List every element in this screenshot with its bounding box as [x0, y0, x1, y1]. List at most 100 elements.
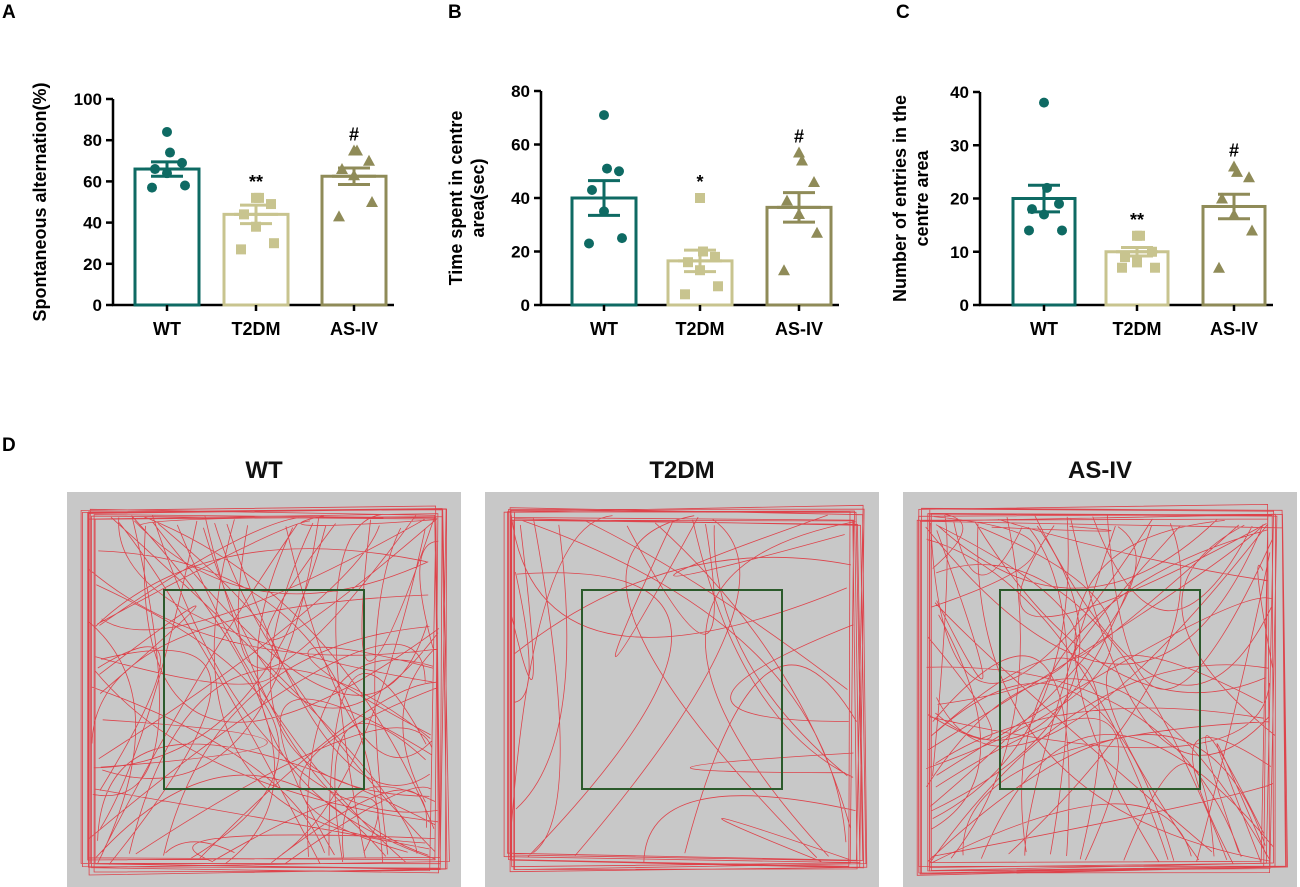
arena-wt: WT [67, 457, 461, 887]
panel-letter: A [2, 2, 16, 23]
y-tick-label: 0 [521, 296, 530, 315]
data-point [236, 244, 246, 255]
panel-letter: D [2, 435, 16, 456]
data-point [695, 193, 705, 203]
category-label: AS-IV [330, 319, 378, 339]
open-field-panel: D WT T2DM AS-IV [2, 435, 1297, 887]
movement-track [80, 505, 450, 876]
bar-as-iv [320, 174, 388, 307]
data-point [333, 210, 345, 222]
centre-zone [581, 589, 783, 790]
data-point [1132, 257, 1142, 268]
category-label: T2DM [232, 319, 281, 339]
data-point [251, 221, 261, 232]
y-tick-label: 0 [93, 296, 102, 315]
y-tick-label: 40 [511, 189, 530, 208]
significance-marker: ** [249, 172, 263, 192]
data-point [254, 192, 264, 203]
y-axis-label-line: Time spent in centre [446, 111, 466, 286]
data-point [366, 196, 378, 207]
data-point [680, 289, 690, 300]
arena-floor [67, 492, 461, 887]
y-axis-label: Spontaneous alternation(%) [30, 82, 50, 321]
significance-marker: * [696, 172, 703, 192]
y-tick-label: 20 [950, 190, 969, 209]
data-point [363, 154, 375, 166]
data-point [165, 147, 175, 158]
category-label: AS-IV [1210, 319, 1258, 339]
arena-t2dm: T2DM [485, 457, 879, 887]
chart-c: C Number of entries in the centre area 0 10 2… [890, 2, 1273, 339]
data-point [351, 144, 363, 156]
y-axis-label-line: Spontaneous alternation(%) [30, 82, 50, 321]
data-point [269, 238, 279, 249]
y-axis-label-line: Number of entries in the [890, 95, 910, 302]
data-point [1135, 230, 1145, 241]
data-point [147, 182, 157, 193]
movement-track [916, 503, 1288, 876]
data-point [1246, 224, 1258, 236]
y-axis-label: Number of entries in the centre area [890, 95, 932, 302]
data-point [614, 166, 624, 177]
arena-floor [485, 492, 879, 887]
data-point [1054, 198, 1064, 209]
y-tick-label: 60 [511, 136, 530, 155]
centre-zone [999, 589, 1201, 790]
category-label: T2DM [1113, 319, 1162, 339]
data-point [1213, 261, 1225, 273]
category-label: WT [590, 319, 618, 339]
bar-as-iv [1201, 204, 1267, 307]
category-label: AS-IV [775, 319, 823, 339]
data-point [1150, 262, 1160, 273]
y-axis-label: Time spent in centre area(sec) [446, 111, 488, 286]
significance-marker: # [794, 127, 804, 147]
y-tick-label: 20 [83, 255, 102, 274]
significance-marker: # [1229, 141, 1239, 161]
centre-zone [163, 589, 365, 790]
y-tick-label: 60 [83, 172, 102, 191]
data-point [1231, 165, 1243, 177]
chart-a: A Spontaneous alternation(%) 0 20 40 60 80 100 W… [2, 2, 394, 339]
data-point [602, 163, 612, 174]
y-tick-label: 10 [950, 243, 969, 262]
arena-title: AS-IV [1068, 457, 1132, 484]
data-point [1057, 225, 1067, 236]
significance-marker: ** [1130, 210, 1144, 230]
data-point [1216, 192, 1228, 204]
data-point [162, 126, 172, 137]
data-point [796, 154, 808, 166]
panel-letter: C [896, 2, 910, 23]
category-label: WT [1030, 319, 1058, 339]
data-point [808, 175, 820, 187]
y-tick-label: 0 [960, 296, 969, 315]
y-axis-label-line: area(sec) [468, 158, 488, 237]
y-axis-label-line: centre area [912, 149, 932, 246]
y-tick-label: 20 [511, 243, 530, 262]
category-label: WT [153, 319, 181, 339]
y-tick-label: 100 [74, 90, 102, 109]
y-tick-label: 80 [83, 131, 102, 150]
arena-title: WT [245, 457, 283, 484]
movement-track [503, 504, 868, 873]
data-point [617, 233, 627, 244]
data-point [1024, 225, 1034, 236]
data-point [1039, 97, 1049, 108]
data-point [1243, 171, 1255, 183]
y-tick-label: 30 [950, 136, 969, 155]
panel-letter: B [448, 2, 462, 23]
significance-marker: # [349, 125, 359, 145]
bar-wt [133, 167, 201, 307]
data-point [1117, 262, 1127, 273]
arena-as-iv: AS-IV [903, 457, 1297, 887]
y-tick-label: 40 [950, 83, 969, 102]
data-point [781, 194, 793, 206]
data-point [180, 180, 190, 191]
data-point [587, 184, 597, 195]
data-point [793, 146, 805, 158]
chart-b: B Time spent in centre area(sec) 0 20 40 60 80 W… [446, 2, 839, 339]
arena-title: T2DM [649, 457, 714, 484]
y-tick-label: 80 [511, 82, 530, 101]
data-point [778, 264, 790, 276]
category-label: T2DM [676, 319, 725, 339]
